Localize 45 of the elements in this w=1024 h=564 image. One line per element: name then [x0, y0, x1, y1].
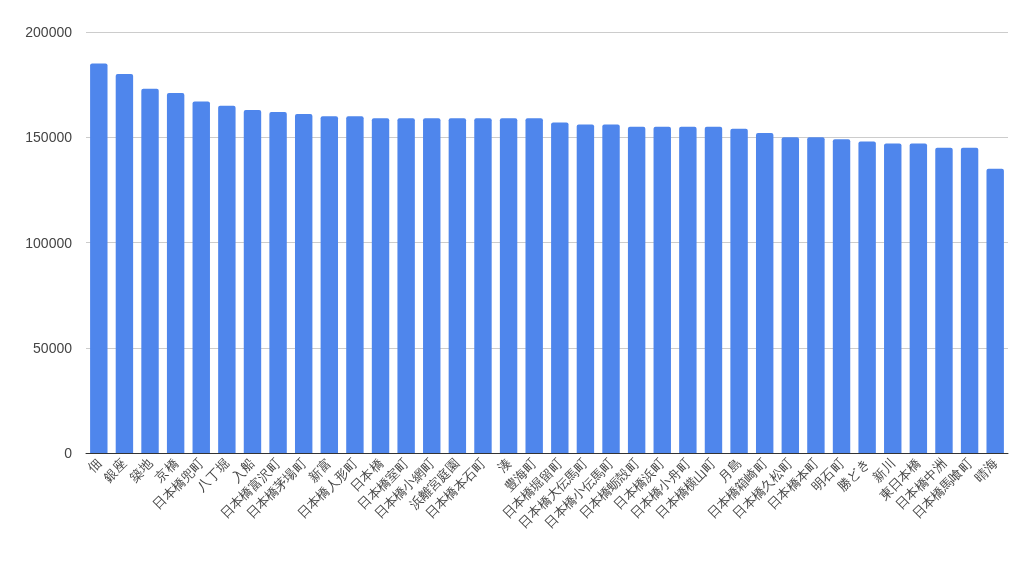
bar	[807, 137, 825, 453]
bar	[704, 126, 723, 453]
bar	[397, 118, 415, 453]
bar	[269, 111, 287, 453]
bar	[653, 126, 671, 453]
bar	[192, 101, 210, 453]
bar	[371, 118, 390, 453]
bar	[551, 122, 569, 453]
bar	[730, 128, 748, 453]
bar	[243, 109, 262, 453]
bar	[884, 143, 902, 453]
bar	[423, 118, 441, 453]
bar	[781, 137, 800, 453]
bar	[141, 88, 159, 453]
x-tick-label: 湊	[494, 455, 514, 476]
bar	[525, 118, 543, 453]
bar	[90, 63, 108, 453]
x-tick-label: 晴海	[971, 455, 1001, 485]
bar	[115, 74, 134, 453]
bar	[755, 133, 774, 453]
bar	[935, 147, 953, 453]
bar	[474, 118, 492, 453]
bar	[499, 118, 518, 453]
bar	[294, 114, 313, 453]
bar	[576, 124, 595, 453]
x-tick-label: 築地	[126, 455, 156, 485]
y-tick-label: 50000	[33, 339, 73, 356]
bar	[679, 126, 697, 453]
y-tick-label: 150000	[25, 129, 73, 146]
bar	[986, 168, 1004, 453]
bar	[448, 118, 467, 453]
bar	[627, 126, 646, 453]
bar	[346, 116, 364, 453]
bar	[166, 93, 185, 453]
bar	[832, 139, 851, 453]
y-tick-label: 200000	[25, 24, 73, 40]
bar	[960, 147, 979, 453]
x-tick-label: 佃	[84, 455, 105, 476]
bar	[909, 143, 928, 453]
y-tick-label: 100000	[25, 234, 73, 251]
bar	[218, 105, 236, 453]
bar	[602, 124, 620, 453]
bar	[320, 116, 339, 453]
bar	[858, 141, 876, 453]
y-tick-label: 0	[64, 445, 73, 461]
